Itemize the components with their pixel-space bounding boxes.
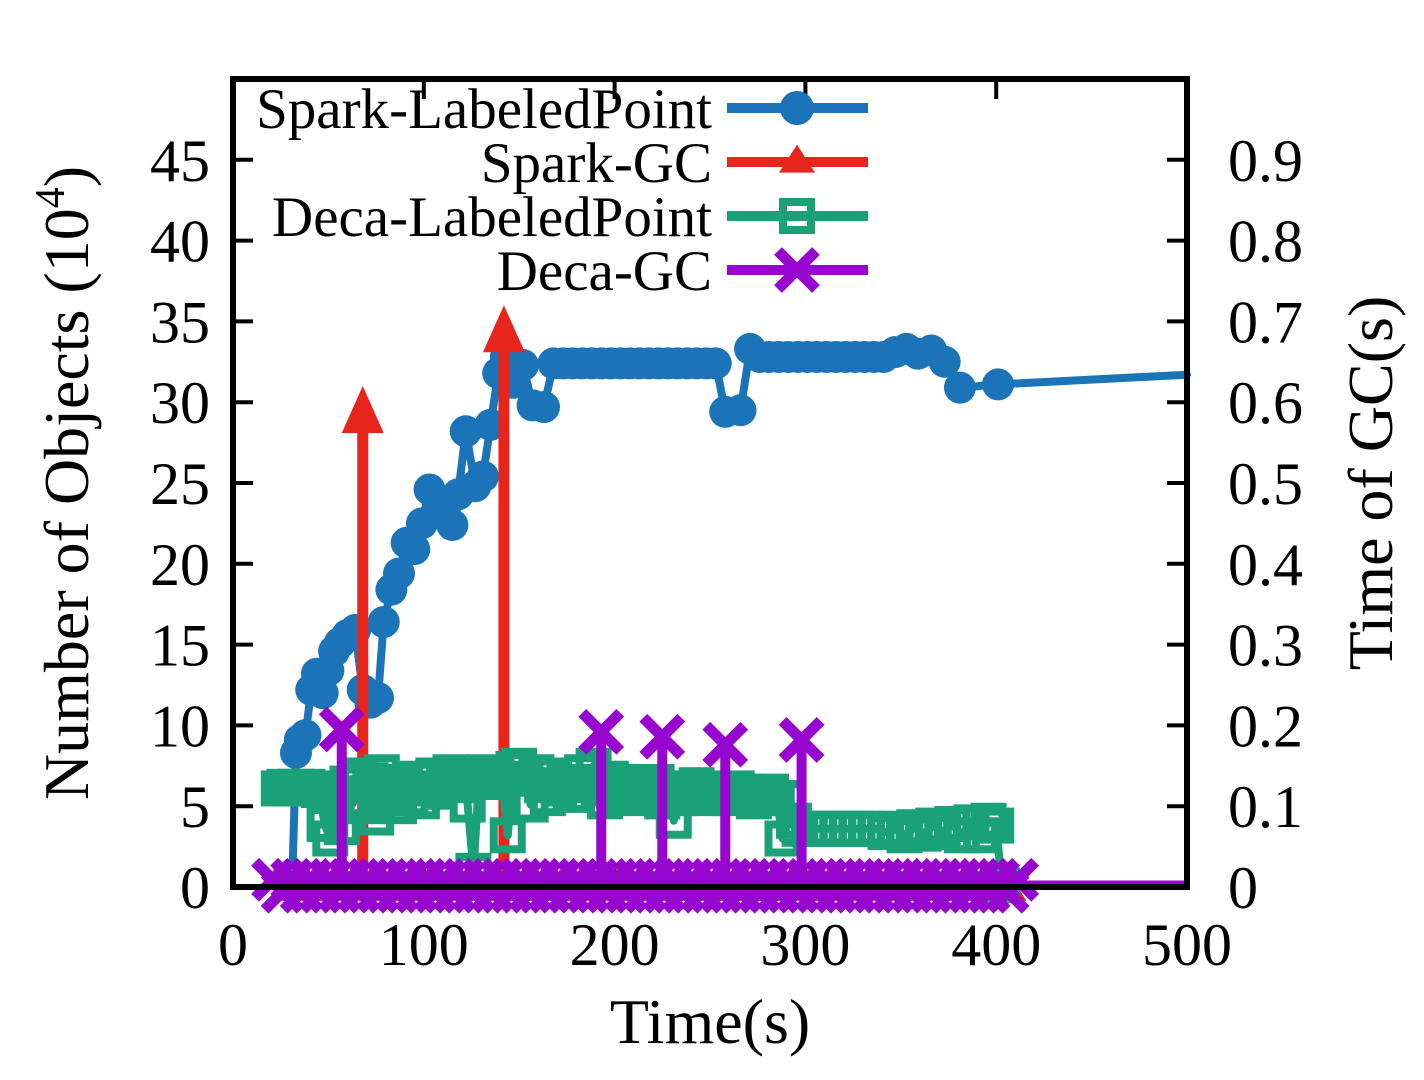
data-point-circle <box>928 345 961 378</box>
data-point-x <box>578 708 625 755</box>
legend-item-spark-labeledpoint: Spark-LabeledPoint <box>256 78 868 141</box>
data-point-circle <box>436 509 469 542</box>
data-point-circle <box>724 394 757 427</box>
data-point-circle <box>780 91 814 125</box>
plot-area: 0 100 200 300 400 50005101520253035404500.10.… <box>150 76 1303 978</box>
y-right-tick-label: 0.8 <box>1228 209 1303 275</box>
axis-ticks: 0 100 200 300 400 50005101520253035404500.10.… <box>150 79 1303 978</box>
legend-item-deca-labeledpoint: Deca-LabeledPoint <box>272 186 868 249</box>
y-left-tick-label: 35 <box>150 289 210 355</box>
x-tick-label: 500 <box>1142 912 1232 978</box>
data-point-square <box>970 802 1007 839</box>
data-point-circle <box>449 415 482 448</box>
x-tick-label: 200 <box>570 912 660 978</box>
data-point-circle <box>289 719 322 752</box>
plot-border <box>230 76 1190 890</box>
y-left-tick-label: 20 <box>150 532 210 598</box>
y-left-tick-label: 10 <box>150 693 210 759</box>
legend-label: Deca-GC <box>497 240 712 303</box>
y-right-tick-label: 0 <box>1228 855 1258 921</box>
x-tick-label: 0 <box>218 912 248 978</box>
y-right-tick-label: 0.7 <box>1228 289 1303 355</box>
y-left-tick-label: 5 <box>180 774 210 840</box>
data-point-circle <box>982 368 1015 401</box>
data-point-circle <box>507 349 540 382</box>
data-point-circle <box>398 533 431 566</box>
y-right-tick-label: 0.3 <box>1228 613 1303 679</box>
data-point-square <box>489 817 526 854</box>
legend-label: Spark-LabeledPoint <box>256 78 712 141</box>
y-left-tick-label: 0 <box>180 855 210 921</box>
x-tick-label: 100 <box>379 912 469 978</box>
data-point-circle <box>382 557 415 590</box>
y-left-tick-label: 40 <box>150 209 210 275</box>
svg-text:Time of GC(s): Time of GC(s) <box>1335 296 1406 671</box>
impulse-arrowhead <box>341 386 384 434</box>
series-spark-labeledpoint <box>276 332 1191 900</box>
legend-label: Deca-LabeledPoint <box>272 186 712 249</box>
y-left-axis-title: Number of Objects (104) <box>28 166 102 800</box>
y-right-tick-label: 0.5 <box>1228 451 1303 517</box>
y-right-tick-label: 0.6 <box>1228 370 1303 436</box>
y-left-tick-label: 45 <box>150 128 210 194</box>
data-point-circle <box>528 391 561 424</box>
y-right-axis-title: Time of GC(s) <box>1335 296 1406 671</box>
data-point-x <box>318 706 365 753</box>
data-point-square <box>779 198 815 234</box>
data-point-x <box>774 247 820 293</box>
y-right-tick-label: 0.9 <box>1228 128 1303 194</box>
data-point-circle <box>699 347 732 380</box>
data-point-x <box>995 857 1040 902</box>
y-left-tick-label: 30 <box>150 370 210 436</box>
legend-label: Spark-GC <box>481 132 712 195</box>
data-point-square <box>978 807 1015 844</box>
y-right-tick-label: 0.2 <box>1228 693 1303 759</box>
data-point-x <box>702 721 749 768</box>
data-point-circle <box>943 371 976 404</box>
data-point-circle <box>362 681 395 714</box>
legend-item-spark-gc: Spark-GC <box>481 132 868 195</box>
impulse-arrowhead <box>482 305 525 353</box>
y-left-tick-label: 15 <box>150 613 210 679</box>
y-left-tick-label: 25 <box>150 451 210 517</box>
data-point-circle <box>466 460 499 493</box>
data-point-circle <box>367 605 400 638</box>
x-tick-label: 300 <box>760 912 850 978</box>
data-point-triangle <box>779 144 815 173</box>
y-right-tick-label: 0.4 <box>1228 532 1303 598</box>
series-deca-gc <box>251 706 1187 914</box>
legend: Spark-LabeledPointSpark-GCDeca-LabeledPo… <box>256 78 868 303</box>
legend-item-deca-gc: Deca-GC <box>497 240 868 303</box>
data-point-x <box>778 717 825 763</box>
x-tick-label: 400 <box>951 912 1041 978</box>
y-right-tick-label: 0.1 <box>1228 774 1303 840</box>
series-deca-labeledpoint <box>260 747 1020 904</box>
x-axis-title: Time(s) <box>610 986 810 1057</box>
svg-text:Number of Objects (104): Number of Objects (104) <box>28 166 102 800</box>
data-point-x <box>639 713 686 760</box>
